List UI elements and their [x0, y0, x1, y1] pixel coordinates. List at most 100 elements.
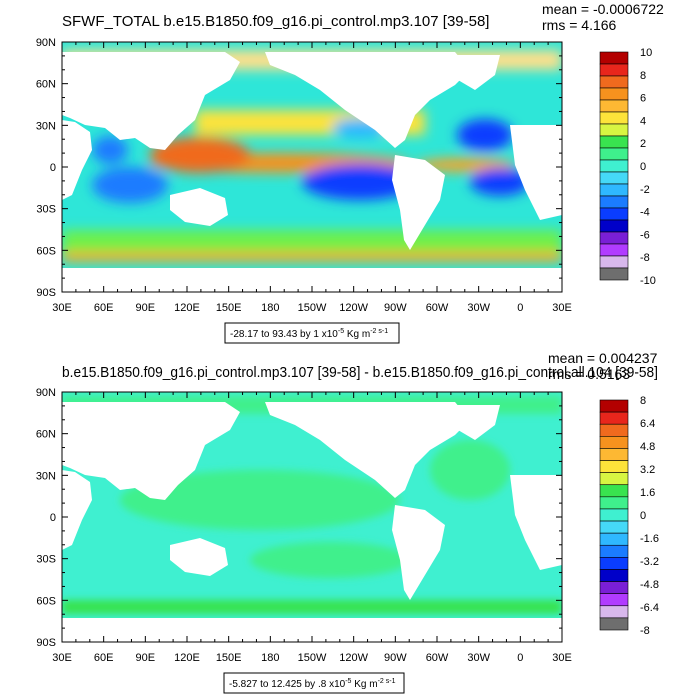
colorbar-swatch [599, 617, 629, 631]
x-tick-label: 0 [517, 302, 523, 314]
colorbar-label: -6.4 [640, 602, 659, 614]
x-tick-label: 30E [52, 652, 72, 664]
colorbar-label: 4 [640, 115, 646, 127]
y-tick-label: 90N [36, 37, 56, 49]
colorbar-swatch [599, 460, 629, 473]
y-tick-label: 30N [36, 120, 56, 132]
y-tick-label: 30S [36, 554, 56, 566]
land-greenland [450, 55, 500, 90]
colorbar-swatch [599, 255, 629, 269]
colorbar-swatch [599, 472, 629, 486]
colorbar-label: 0 [640, 510, 646, 522]
x-tick-label: 90W [384, 302, 407, 314]
land-australia [170, 188, 228, 226]
x-tick-label: 150E [216, 302, 242, 314]
land-south-america [392, 505, 445, 600]
colorbar-label: -8 [640, 252, 650, 264]
colorbar-swatch [599, 231, 629, 245]
rms-label: rms = 0.5163 [548, 366, 630, 382]
svg-text:-28.17 to 93.43 by 1 x10-5 Kg: -28.17 to 93.43 by 1 x10-5 Kg m-2 s-1 [230, 328, 388, 340]
colorbar-label: -4 [640, 207, 650, 219]
colorbar-swatch [599, 99, 629, 113]
x-tick-label: 30E [52, 302, 72, 314]
se-pacific-dry [302, 164, 418, 200]
atlantic-wet [430, 440, 510, 500]
x-tick-label: 180 [261, 652, 279, 664]
x-tick-label: 60E [94, 652, 114, 664]
unit-exponent: -5 [338, 328, 344, 335]
y-tick-label: 90S [36, 287, 56, 299]
panel-top: SFWF_TOTAL b.e15.B1850.f09_g16.pi_contro… [36, 1, 664, 344]
land-north-america [265, 52, 470, 148]
n-atlantic-dry [457, 119, 513, 151]
colorbar-swatch [599, 159, 629, 173]
x-tick-label: 0 [517, 652, 523, 664]
range-note-box: -5.827 to 12.425 by .8 x10-5 Kg m-2 s-1 [223, 672, 405, 694]
land-greenland [450, 405, 500, 440]
x-tick-label: 120E [174, 302, 200, 314]
panel-title: b.e15.B1850.f09_g16.pi_control.mp3.107 [… [62, 364, 658, 381]
rms-label: rms = 4.166 [542, 17, 617, 33]
x-tick-label: 60W [426, 652, 449, 664]
colorbar-swatch [599, 436, 629, 449]
colorbar-swatch [599, 51, 629, 65]
y-tick-label: 60S [36, 245, 56, 257]
colorbar-swatch [599, 63, 629, 77]
colorbar-swatch [599, 520, 629, 534]
colorbar-label: 10 [640, 47, 652, 59]
range-note: -28.17 to 93.43 by 1 x10 [230, 329, 338, 340]
colorbar-swatch [599, 171, 629, 185]
x-tick-label: 30E [552, 652, 572, 664]
x-tick-label: 150W [298, 652, 327, 664]
colorbar-label: -2 [640, 184, 650, 196]
land-south-america [392, 155, 445, 250]
unit-exponent: -5 [345, 678, 351, 685]
x-tick-label: 30W [467, 302, 490, 314]
colorbar-swatch [599, 243, 629, 257]
panel-bottom: b.e15.B1850.f09_g16.pi_control.mp3.107 [… [36, 350, 659, 694]
x-tick-label: 60E [94, 302, 114, 314]
y-tick-label: 30N [36, 470, 56, 482]
x-tick-label: 120W [339, 652, 368, 664]
colorbar-label: -3.2 [640, 556, 659, 568]
svg-text:-5.827 to 12.425 by .8 x10-5 K: -5.827 to 12.425 by .8 x10-5 Kg m-2 s-1 [229, 678, 396, 690]
land-eurasia [62, 52, 240, 150]
x-tick-label: 30W [467, 652, 490, 664]
colorbar-swatch [599, 569, 629, 582]
colorbar-label: -10 [640, 275, 656, 287]
y-tick-label: 30S [36, 204, 56, 216]
colorbar-swatch [599, 111, 629, 125]
land-africa-west [510, 125, 562, 220]
x-tick-label: 90E [136, 652, 156, 664]
map-field [62, 42, 562, 292]
mean-label: mean = 0.004237 [548, 350, 658, 366]
colorbar: 8 6.4 4.8 3.2 1.6 0 -1.6 -3.2 -4.8 -6.4 -8 [599, 395, 659, 637]
y-tick-label: 0 [50, 512, 56, 524]
colorbar-label: 6.4 [640, 418, 655, 430]
unit-exponent-2: -2 s-1 [378, 678, 396, 685]
y-axis: 90N 60N 30N 0 30S 60S 90S [36, 387, 562, 649]
land-africa-west [510, 475, 562, 570]
colorbar-swatch [599, 399, 629, 413]
land-africa [62, 470, 92, 550]
colorbar-swatch [599, 423, 629, 437]
colorbar-swatch [599, 75, 629, 89]
colorbar-swatch [599, 123, 629, 137]
x-axis: 30E 60E 90E 120E 150E 180 150W 120W 90W 60W 30W 0 30… [52, 42, 572, 314]
x-tick-label: 90E [136, 302, 156, 314]
unit-exponent-2: -2 s-1 [370, 328, 388, 335]
y-tick-label: 60N [36, 79, 56, 91]
range-note: -5.827 to 12.425 by .8 x10 [229, 679, 346, 690]
arabian-sea-dry [92, 136, 128, 164]
colorbar-swatch [599, 557, 629, 570]
land-australia [170, 538, 228, 576]
land-north-america [265, 402, 470, 498]
colorbar-swatch [599, 411, 629, 425]
colorbar-swatch [599, 496, 629, 510]
southern-band [62, 600, 562, 614]
colorbar-swatch [599, 207, 629, 221]
indian-dry [92, 167, 168, 203]
y-tick-label: 0 [50, 162, 56, 174]
colorbar-swatch [599, 508, 629, 522]
